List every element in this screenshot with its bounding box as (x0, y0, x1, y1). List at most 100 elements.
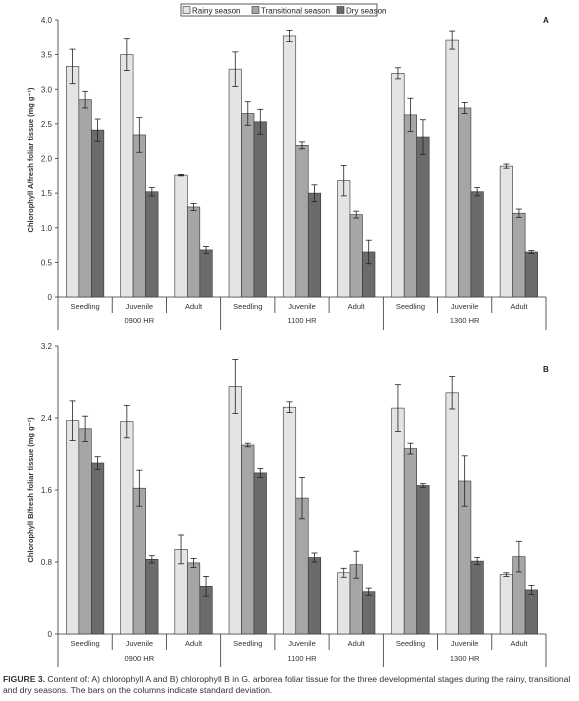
y-tick-label: 2.0 (41, 155, 53, 164)
bar-dry (199, 249, 213, 298)
y-tick-label: 2.4 (41, 414, 53, 423)
y-tick-label: 1.0 (41, 224, 53, 233)
y-tick-label: 4.0 (41, 16, 53, 25)
bar-dry (91, 129, 105, 298)
category-label: Adult (185, 639, 203, 648)
y-tick-label: 3.5 (41, 51, 53, 60)
bar-rainy (499, 165, 513, 298)
category-label: Juvenile (288, 639, 316, 648)
bar-transitional (403, 448, 417, 635)
bar-rainy (282, 35, 297, 298)
bar-transitional (349, 214, 363, 298)
group-label: 1300 HR (450, 654, 480, 663)
legend-swatch-2 (251, 6, 260, 14)
caption-prefix: FIGURE 3. (3, 674, 46, 684)
bar-transitional (187, 206, 201, 298)
bar-dry (524, 251, 538, 298)
y-tick-label: 0.8 (41, 558, 53, 567)
bar-rainy (499, 574, 513, 635)
group-label: 0900 HR (125, 316, 155, 325)
y-tick-label: 1.5 (41, 189, 53, 198)
y-tick-label: 3.0 (41, 85, 53, 94)
category-label: Juvenile (126, 639, 154, 648)
legend-label-2: Transitional season (261, 7, 330, 16)
bar-dry (253, 472, 267, 635)
legend-swatch-1 (182, 6, 191, 14)
panel-letter: A (543, 16, 549, 25)
category-label: Seedling (71, 639, 100, 648)
category-label: Adult (510, 302, 528, 311)
bar-dry (307, 192, 322, 298)
bar-rainy (445, 392, 459, 635)
bar-rainy (66, 66, 80, 298)
category-label: Adult (348, 639, 366, 648)
bar-dry (145, 191, 159, 298)
bar-rainy (282, 406, 297, 635)
bar-dry (524, 589, 538, 635)
y-tick-label: 0.5 (41, 258, 53, 267)
bar-rainy (120, 421, 134, 635)
group-label: 1300 HR (450, 316, 480, 325)
bar-transitional (241, 444, 255, 635)
bar-dry (307, 557, 322, 635)
bar-dry (470, 191, 484, 298)
bar-dry (470, 560, 484, 635)
caption-text: Content of: A) chlorophyll A and B) chlo… (3, 674, 571, 695)
bar-transitional (78, 99, 92, 298)
bar-rainy (445, 39, 459, 298)
category-label: Juvenile (451, 639, 479, 648)
bar-rainy (120, 54, 134, 298)
bar-rainy (337, 180, 351, 298)
legend-box (180, 3, 378, 17)
legend-swatch-3 (336, 6, 345, 14)
legend-label-3: Dry season (346, 7, 386, 16)
panel-letter: B (543, 365, 549, 374)
bar-rainy (391, 407, 405, 635)
bar-dry (416, 485, 430, 635)
group-label: 1100 HR (287, 654, 317, 663)
bar-transitional (132, 134, 146, 298)
y-tick-label: 0 (48, 630, 53, 639)
y-axis-label: Chlorophyll B/fresh foliar tissue (mg g⁻… (26, 417, 35, 563)
bar-rainy (66, 420, 80, 635)
bar-dry (145, 558, 159, 635)
y-axis-label: Chlorophyll A/fresh foliar tissue (mg g⁻… (26, 87, 35, 232)
category-label: Seedling (396, 302, 425, 311)
bar-transitional (78, 428, 92, 635)
bar-transitional (512, 212, 526, 298)
category-label: Adult (510, 639, 528, 648)
bar-dry (91, 462, 105, 635)
bar-dry (416, 136, 430, 298)
category-label: Juvenile (126, 302, 154, 311)
category-label: Juvenile (451, 302, 479, 311)
group-label: 1100 HR (287, 316, 317, 325)
category-label: Adult (348, 302, 366, 311)
category-label: Seedling (396, 639, 425, 648)
bar-transitional (403, 114, 417, 298)
chart-figure: Rainy season Transitional season Dry seaso… (26, 3, 549, 667)
bar-dry (362, 591, 376, 635)
bar-transitional (241, 113, 255, 298)
category-label: Seedling (233, 639, 262, 648)
category-label: Adult (185, 302, 203, 311)
bar-rainy (228, 68, 242, 298)
y-tick-label: 0 (48, 293, 53, 302)
y-tick-label: 1.6 (41, 486, 53, 495)
bar-rainy (391, 73, 405, 298)
category-label: Seedling (71, 302, 100, 311)
bar-rainy (174, 174, 188, 298)
bar-transitional (295, 145, 309, 298)
bar-rainy (337, 572, 351, 635)
category-label: Seedling (233, 302, 262, 311)
y-tick-label: 3.2 (41, 342, 53, 351)
legend-label-1: Rainy season (192, 7, 240, 16)
bar-dry (253, 121, 267, 298)
y-tick-label: 2.5 (41, 120, 53, 129)
bar-transitional (132, 487, 146, 635)
bar-rainy (228, 386, 242, 635)
category-label: Juvenile (288, 302, 316, 311)
figure-caption: FIGURE 3. Content of: A) chlorophyll A a… (3, 674, 577, 695)
bar-transitional (187, 562, 201, 635)
bar-transitional (458, 107, 472, 298)
group-label: 0900 HR (125, 654, 155, 663)
